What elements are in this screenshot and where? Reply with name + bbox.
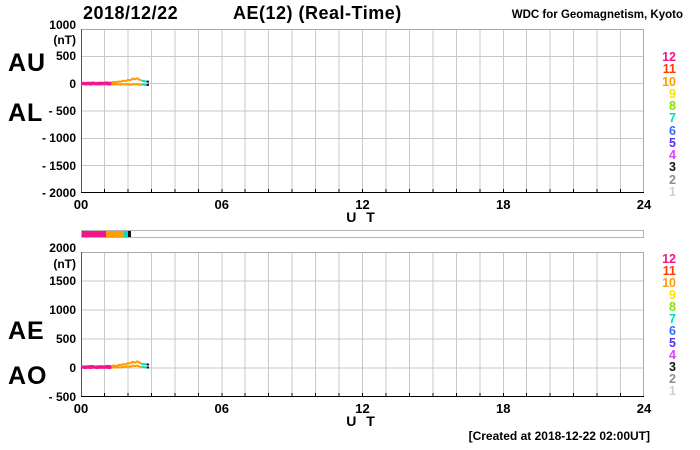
y-tick-label: 1000 [49, 303, 76, 317]
legend-station-2: 2 [669, 372, 676, 386]
y-tick-label: 1000 [49, 18, 76, 32]
availability-segment-7-stations [123, 231, 129, 237]
x-tick-label: 12 [355, 401, 370, 416]
x-axis-title-bottom: U T [346, 413, 378, 429]
y-tick-label: 500 [55, 49, 76, 64]
y-unit-label-bottom: (nT) [53, 257, 76, 271]
x-tick-label: 12 [355, 197, 370, 212]
observatory-credit: WDC for Geomagnetism, Kyoto [511, 9, 683, 21]
x-tick-label: 24 [636, 401, 652, 416]
x-tick-label: 06 [214, 197, 229, 212]
x-tick-label: 18 [496, 197, 511, 212]
au-trace [141, 79, 147, 83]
al-trace [141, 83, 147, 86]
legend-station-10: 10 [662, 276, 676, 290]
availability-segment-12-stations [82, 231, 106, 237]
station-count-legend-bottom: 12 11 10 9 8 7 6 5 4 3 2 1 [646, 252, 676, 398]
x-tick-label: 00 [73, 197, 89, 212]
au-trace [81, 81, 112, 85]
legend-station-7: 7 [669, 111, 676, 126]
al-trace [81, 83, 112, 86]
legend-station-5: 5 [669, 135, 676, 150]
legend-station-5: 5 [669, 336, 676, 350]
legend-station-9: 9 [669, 288, 676, 302]
availability-segment-10-stations [105, 231, 124, 237]
ae-trace [81, 364, 112, 368]
axis-label-ao: AO [8, 362, 48, 390]
y-tick-label: 1500 [49, 274, 76, 288]
axis-label-au: AU [8, 49, 47, 77]
y-tick-label: - 2000 [41, 186, 76, 200]
ae-ao-plot-svg [81, 252, 644, 397]
x-tick-label: 06 [214, 401, 229, 416]
legend-station-3: 3 [669, 360, 676, 374]
y-tick-label: - 1500 [41, 158, 76, 173]
legend-station-2: 2 [669, 172, 676, 187]
y-tick-label: 0 [69, 76, 76, 91]
legend-station-4: 4 [669, 348, 676, 362]
al-trace [111, 83, 143, 86]
x-axis-title-top: U T [346, 209, 378, 225]
ao-trace [111, 364, 143, 369]
axis-label-al: AL [8, 99, 44, 127]
ae-trace [146, 363, 150, 366]
legend-station-4: 4 [669, 148, 676, 163]
y-tick-label: - 500 [48, 104, 76, 118]
y-unit-label-top: (nT) [53, 33, 76, 47]
legend-station-6: 6 [669, 324, 676, 338]
data-availability-bar [81, 230, 644, 238]
legend-station-12: 12 [662, 252, 676, 266]
y-tick-label: 500 [55, 332, 76, 346]
legend-station-11: 11 [662, 62, 676, 77]
legend-station-8: 8 [669, 99, 676, 114]
legend-station-10: 10 [662, 74, 676, 89]
legend-station-7: 7 [669, 312, 676, 326]
au-al-plot-svg [81, 29, 644, 193]
y-tick-label: - 500 [48, 390, 76, 404]
page-title: AE(12) (Real-Time) [233, 3, 402, 23]
y-tick-label: - 1000 [41, 131, 76, 146]
availability-segment-3-stations [128, 231, 132, 237]
ao-trace [81, 366, 112, 370]
legend-station-11: 11 [662, 264, 676, 278]
x-tick-label: 18 [496, 401, 511, 416]
ao-trace [141, 365, 147, 369]
legend-station-9: 9 [669, 86, 676, 101]
x-tick-label: 24 [636, 197, 652, 212]
y-tick-label: 2000 [49, 241, 76, 255]
axis-label-ae: AE [8, 317, 45, 345]
au-al-plot-area [81, 29, 644, 193]
legend-station-1: 1 [669, 384, 676, 398]
x-tick-label: 00 [73, 401, 89, 416]
legend-station-1: 1 [669, 184, 676, 199]
created-timestamp: [Created at 2018-12-22 02:00UT] [468, 429, 650, 443]
legend-station-6: 6 [669, 123, 676, 138]
ae-ao-plot-area [81, 252, 644, 397]
legend-station-12: 12 [662, 50, 676, 64]
station-count-legend-top: 12 11 10 9 8 7 6 5 4 3 2 1 [646, 51, 676, 198]
au-trace [111, 77, 143, 84]
page-date: 2018/12/22 [83, 3, 179, 23]
legend-station-8: 8 [669, 300, 676, 314]
y-tick-label: 0 [69, 361, 76, 375]
legend-station-3: 3 [669, 160, 676, 175]
ae-trace [111, 360, 143, 368]
